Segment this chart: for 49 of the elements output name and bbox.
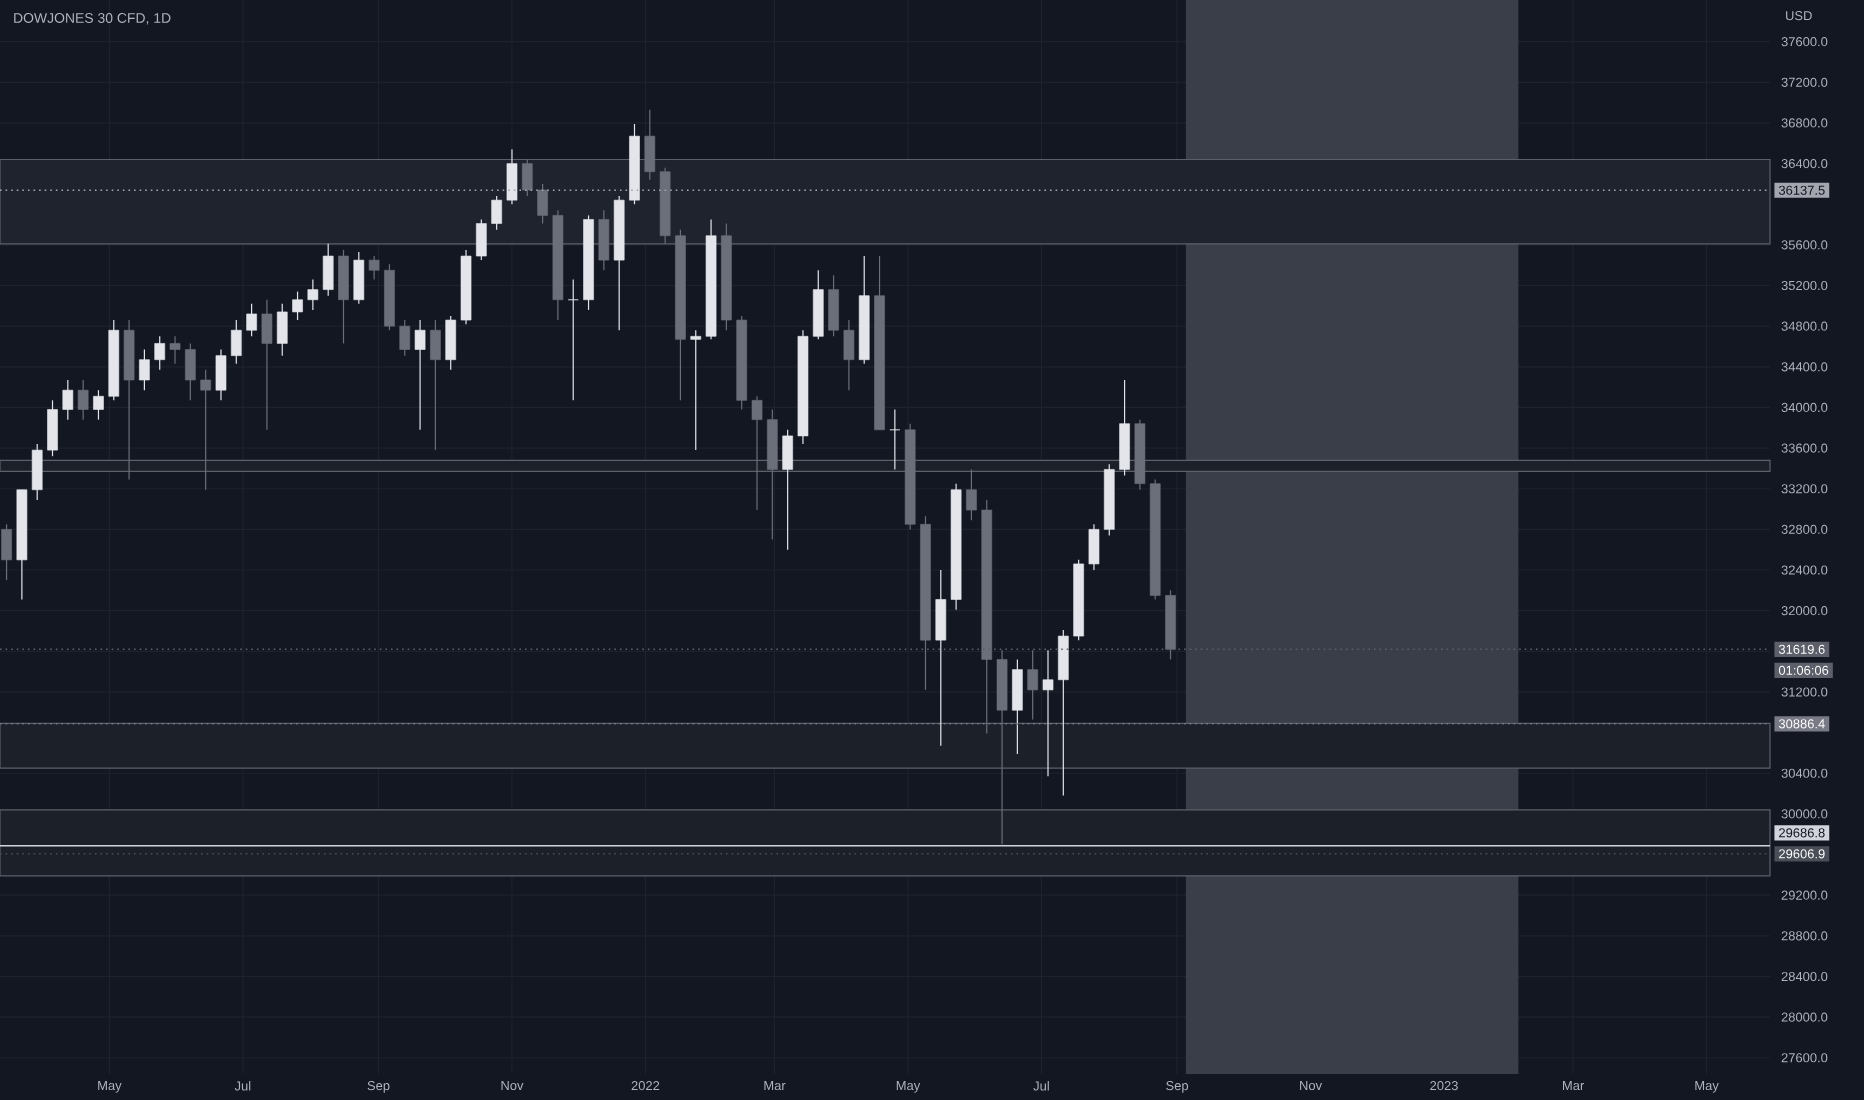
candlestick (751, 395, 763, 511)
candlestick (353, 251, 365, 305)
candlestick (215, 348, 227, 401)
candlestick (1042, 649, 1054, 777)
candlestick (185, 342, 196, 401)
candlestick (399, 319, 411, 357)
candlestick (1027, 649, 1039, 720)
candlestick (812, 269, 824, 340)
candlestick (1012, 658, 1023, 755)
candlestick (828, 274, 839, 337)
candlestick (230, 319, 242, 365)
candlestick (598, 209, 610, 271)
candlestick (414, 319, 426, 431)
candlestick (169, 335, 181, 365)
candlestick (246, 303, 257, 337)
candlestick (966, 468, 977, 521)
candlestick (1088, 523, 1100, 571)
candlestick (154, 335, 166, 371)
candlestick (139, 348, 150, 391)
candlestick (476, 218, 487, 261)
candlestick (292, 291, 303, 321)
candlestick (31, 443, 43, 501)
candlestick (567, 278, 579, 401)
candlestick (1057, 629, 1069, 797)
candlestick (537, 183, 548, 225)
candlestick (491, 195, 502, 231)
candlestick (644, 109, 656, 181)
candlestick (368, 255, 380, 281)
candlestick (889, 408, 901, 471)
candlestick (276, 303, 288, 357)
candlestick (1, 523, 12, 581)
candlestick (782, 429, 793, 551)
candlestick (93, 389, 104, 421)
candlestick (430, 319, 441, 451)
candlestick (445, 315, 457, 371)
candlestick (77, 379, 89, 421)
candlestick (62, 379, 74, 421)
candlestick (200, 369, 211, 491)
candlestick (47, 399, 58, 457)
candlestick (935, 569, 947, 747)
candlestick (506, 148, 518, 205)
candlestick (521, 158, 533, 197)
candlestick (338, 249, 349, 345)
candlestick (261, 299, 273, 431)
candlestick (690, 329, 702, 451)
candlestick (307, 278, 319, 311)
candlestick (1119, 379, 1130, 477)
candlestick (322, 243, 334, 297)
candlestick (843, 319, 855, 391)
